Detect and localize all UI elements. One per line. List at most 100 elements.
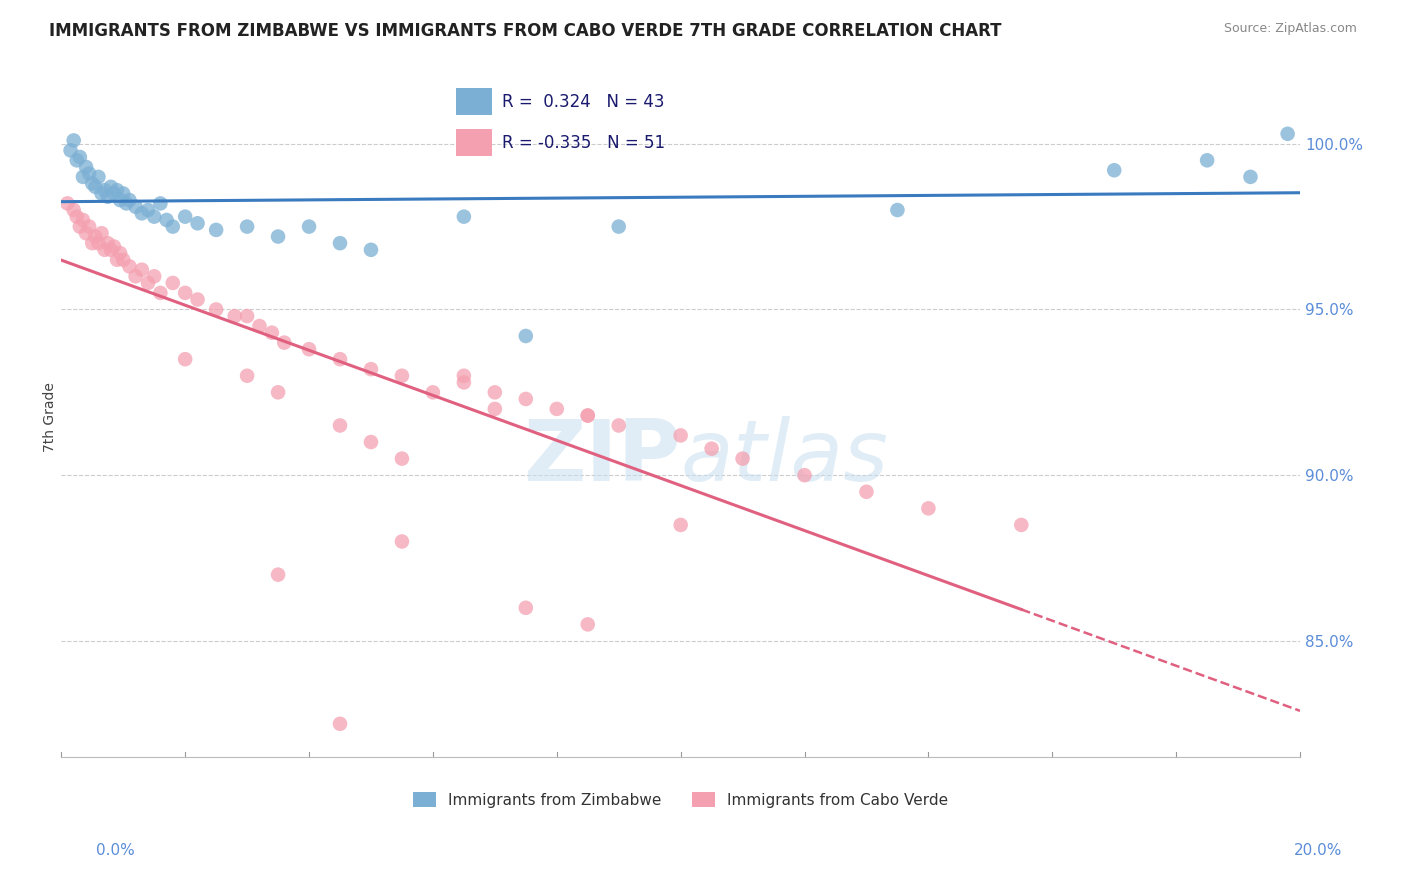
Text: atlas: atlas (681, 417, 889, 500)
Point (93, 183, 115, 197)
Legend: Immigrants from Zimbabwe, Immigrants from Cabo Verde: Immigrants from Zimbabwe, Immigrants fro… (406, 786, 955, 814)
Point (1197, 153, 1219, 168)
Text: R = -0.335   N = 51: R = -0.335 N = 51 (502, 134, 665, 152)
Text: R =  0.324   N = 43: R = 0.324 N = 43 (502, 93, 665, 111)
Point (576, 409, 599, 423)
Point (360, 435, 382, 450)
Point (187, 293, 209, 307)
Point (77, 167, 100, 181)
Point (143, 269, 166, 284)
Point (105, 252, 128, 267)
Text: Source: ZipAtlas.com: Source: ZipAtlas.com (1223, 22, 1357, 36)
Point (249, 319, 271, 334)
Point (162, 219, 184, 234)
Point (205, 223, 228, 237)
Point (267, 385, 290, 400)
Point (93, 243, 115, 257)
Point (1277, 127, 1299, 141)
Point (112, 186, 135, 201)
Point (453, 368, 475, 383)
Point (236, 368, 259, 383)
Point (1010, 517, 1032, 532)
Point (69, 219, 91, 234)
Point (731, 451, 754, 466)
Point (484, 401, 506, 416)
Point (236, 219, 259, 234)
Point (100, 243, 122, 257)
Point (205, 302, 228, 317)
Point (224, 309, 246, 323)
Point (136, 202, 159, 217)
Point (700, 442, 723, 456)
Point (131, 262, 153, 277)
Point (162, 276, 184, 290)
Point (484, 385, 506, 400)
Point (82, 177, 104, 191)
Point (546, 401, 568, 416)
Point (66, 210, 89, 224)
Point (607, 219, 630, 234)
Point (155, 213, 177, 227)
Point (298, 343, 321, 357)
Point (77, 219, 100, 234)
Point (391, 534, 413, 549)
Point (329, 352, 352, 367)
Point (103, 239, 125, 253)
Point (69, 150, 91, 164)
Point (267, 567, 290, 582)
Point (59, 144, 82, 158)
Point (84, 229, 107, 244)
Point (298, 219, 321, 234)
Point (149, 285, 172, 300)
Point (793, 468, 815, 483)
Point (90, 186, 112, 201)
Point (124, 269, 146, 284)
Point (112, 252, 135, 267)
Point (108, 193, 131, 207)
Point (236, 309, 259, 323)
Point (1102, 163, 1125, 178)
Bar (456, 129, 492, 156)
Point (515, 392, 537, 406)
Point (136, 276, 159, 290)
Point (75, 226, 97, 240)
Point (62, 202, 84, 217)
Point (72, 213, 94, 227)
Text: IMMIGRANTS FROM ZIMBABWE VS IMMIGRANTS FROM CABO VERDE 7TH GRADE CORRELATION CHA: IMMIGRANTS FROM ZIMBABWE VS IMMIGRANTS F… (49, 22, 1001, 40)
Point (118, 193, 141, 207)
Text: 20.0%: 20.0% (1295, 843, 1343, 858)
Point (855, 484, 877, 499)
Point (360, 243, 382, 257)
Point (273, 335, 295, 350)
Point (917, 501, 939, 516)
Point (422, 385, 444, 400)
Point (329, 236, 352, 251)
Point (149, 196, 172, 211)
Point (174, 285, 197, 300)
Point (108, 246, 131, 260)
Point (174, 210, 197, 224)
Point (329, 716, 352, 731)
Point (607, 418, 630, 433)
Point (118, 260, 141, 274)
Point (103, 186, 125, 201)
Point (391, 368, 413, 383)
Point (453, 376, 475, 390)
Point (187, 216, 209, 230)
Bar (456, 88, 492, 115)
Point (56, 196, 79, 211)
Point (267, 229, 290, 244)
Point (72, 169, 94, 184)
Point (329, 418, 352, 433)
Point (84, 179, 107, 194)
Point (90, 226, 112, 240)
Point (131, 206, 153, 220)
Point (886, 202, 908, 217)
Point (105, 183, 128, 197)
Point (515, 600, 537, 615)
Point (97, 236, 120, 251)
Point (260, 326, 283, 340)
Point (453, 210, 475, 224)
Point (576, 617, 599, 632)
Text: 0.0%: 0.0% (96, 843, 135, 858)
